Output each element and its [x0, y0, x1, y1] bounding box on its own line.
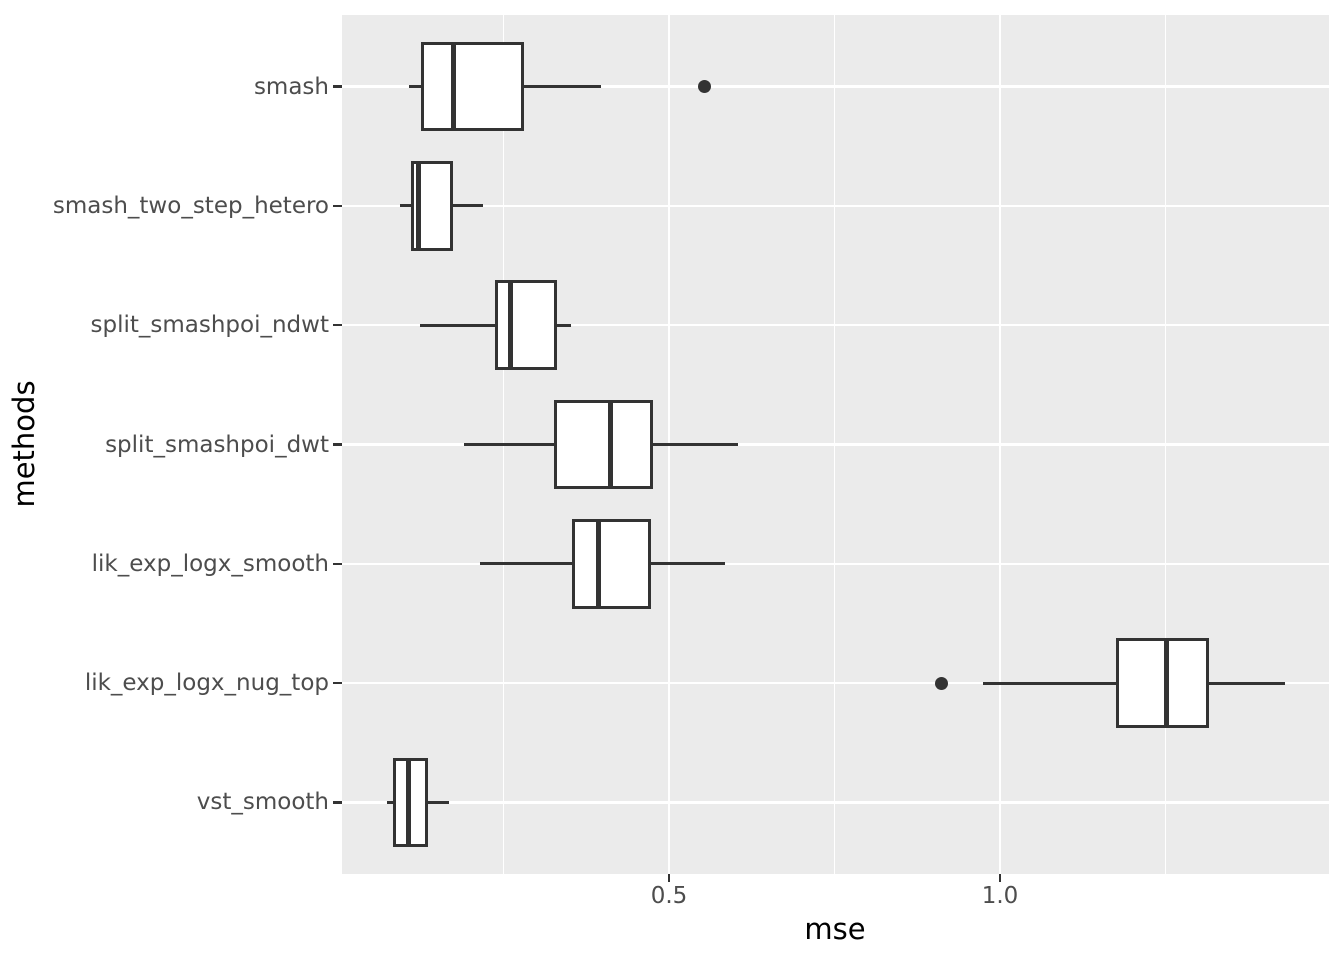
y-major-gridline [342, 562, 1329, 566]
box-iqr [421, 41, 524, 132]
median-line [595, 519, 601, 609]
whisker-low [420, 323, 497, 327]
whisker-low [387, 800, 395, 804]
y-major-gridline [342, 323, 1329, 327]
y-tick-label: lik_exp_logx_nug_top [84, 670, 329, 697]
whisker-high [651, 443, 738, 446]
y-tick-mark [333, 85, 342, 88]
y-tick-mark [333, 681, 342, 685]
y-major-gridline [342, 443, 1329, 446]
y-major-gridline [342, 801, 1329, 804]
y-axis-title: methods [7, 380, 41, 508]
y-tick-label: split_smashpoi_ndwt [90, 312, 330, 339]
y-major-gridline [342, 681, 1329, 685]
x-tick-label: 1.0 [981, 883, 1019, 909]
y-major-gridline [342, 204, 1329, 208]
y-tick-mark [333, 443, 342, 446]
whisker-low [463, 443, 556, 446]
x-axis-title: mse [804, 912, 866, 946]
median-line [451, 41, 457, 132]
y-tick-label: split_smashpoi_dwt [105, 431, 329, 458]
outlier-point [697, 80, 711, 94]
whisker-high [555, 323, 572, 327]
y-tick-label: vst_smooth [196, 789, 329, 816]
x-tick-label: 0.5 [650, 883, 688, 909]
y-tick-mark [333, 801, 342, 804]
whisker-high [1207, 681, 1285, 685]
box-iqr [495, 280, 558, 370]
x-tick-mark [998, 874, 1002, 882]
y-tick-mark [333, 562, 342, 566]
median-line [415, 161, 421, 251]
y-tick-mark [333, 204, 342, 208]
outlier-point [935, 676, 949, 690]
whisker-low [408, 85, 423, 89]
whisker-low [480, 562, 574, 566]
y-tick-label: smash_two_step_hetero [52, 192, 329, 219]
y-major-gridline [342, 85, 1329, 88]
whisker-high [522, 85, 601, 89]
box-iqr [554, 399, 653, 490]
median-line [1164, 638, 1170, 728]
whisker-high [451, 204, 483, 208]
whisker-low [400, 204, 413, 208]
plot-panel [342, 15, 1329, 874]
median-line [608, 399, 614, 490]
box-iqr [1116, 638, 1210, 728]
whisker-high [649, 562, 726, 566]
y-tick-label: lik_exp_logx_smooth [91, 550, 329, 577]
median-line [508, 280, 514, 370]
median-line [406, 757, 412, 848]
whisker-low [982, 681, 1118, 685]
y-tick-mark [333, 323, 342, 327]
x-tick-mark [667, 874, 671, 882]
whisker-high [426, 800, 450, 804]
box-iqr [571, 519, 652, 609]
y-tick-label: smash [253, 73, 329, 100]
